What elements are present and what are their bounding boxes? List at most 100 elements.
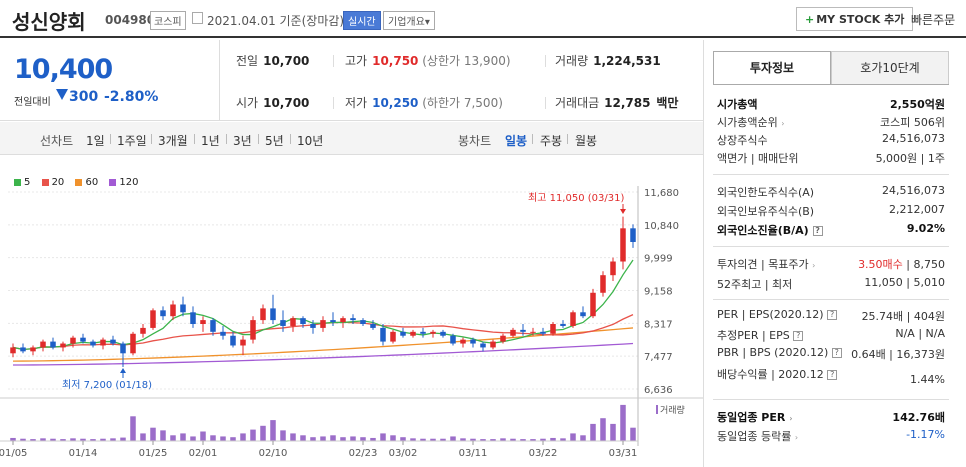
sector-per-row: 동일업종 PER › 142.76배 [717,409,945,427]
volume-bar [560,438,566,441]
volume-bar [210,435,216,441]
sector-per-label: 동일업종 PER [717,411,786,424]
period-3year[interactable]: 3년 [233,134,252,148]
low-annotation: 최저 7,200 (01/18) [62,379,152,391]
candle-body [330,320,336,323]
volume-bar [170,435,176,441]
period-3month[interactable]: 3개월 [158,134,188,148]
volume-label: 거래량 [555,54,589,68]
period-weekly[interactable]: 주봉 [540,134,563,148]
legend-ma120: 120 [119,177,139,188]
current-price: 10,400 [14,54,113,85]
volume-bar [500,438,506,441]
high-label: 고가 [345,54,368,68]
period-1day[interactable]: 1일 [86,134,105,148]
help-icon[interactable]: ? [827,310,838,320]
change-percent: -2.80% [104,89,159,105]
caret-right-icon[interactable]: › [812,261,816,270]
market-cap-value: 2,550억원 [889,98,945,111]
overview-label: 기업개요 [388,17,425,28]
help-icon[interactable]: ? [831,348,842,358]
pbr-row: PBR | BPS (2020.12) ? 0.64배 | 16,373원 [717,346,945,364]
divider [713,84,949,85]
candle-body [350,318,356,321]
candle-body [610,261,616,276]
period-5year[interactable]: 5년 [265,134,284,148]
rank-row: 시가총액순위 › 코스피 506위 [717,114,945,132]
dividend-value: 1.44% [910,373,945,386]
candle-body [280,320,286,326]
foreign-hold-value: 2,212,007 [889,203,945,216]
chart-legend: 5 20 60 120 [14,177,147,188]
volume-bar [50,438,56,441]
foreign-limit-row: 외국인한도주식수(A) 24,516,073 [717,184,945,202]
help-icon[interactable]: ? [793,331,804,341]
rank-label[interactable]: 시가총액순위 [717,116,778,129]
trade-amount: 거래대금 12,785 백만 [555,94,678,111]
stock-code: 004980 [105,13,156,27]
caret-right-icon[interactable]: › [789,414,793,423]
period-daily[interactable]: 일봉 [505,134,528,148]
period-1week[interactable]: 1주일 [117,134,147,148]
candle-body [440,331,446,336]
company-overview-dropdown[interactable]: 기업개요▾ [383,11,435,30]
candle-body [360,320,366,325]
period-monthly[interactable]: 월봉 [575,134,598,148]
foreign-ratio-label: 외국인소진율(B/A) [717,224,809,237]
quick-order-link[interactable]: 빠른주문 [911,13,956,27]
volume-bar [190,436,196,441]
volume-bar [250,429,256,441]
period-10year[interactable]: 10년 [297,134,324,148]
period-selector [0,122,703,155]
down-arrow-icon [56,89,68,100]
y-tick-label: 11,680 [644,188,679,199]
volume-bar [40,438,46,441]
y-tick-label: 10,840 [644,221,679,232]
foreign-ratio-row: 외국인소진율(B/A) ? 9.02% [717,222,945,240]
candle-body [260,308,266,321]
divider [290,134,291,144]
volume-bar [140,433,146,441]
volume-bar [460,438,466,441]
y-tick-label: 8,317 [644,319,673,330]
opinion-label: 투자의견 | 목표주가 [717,258,809,271]
candle-body [520,329,526,332]
candle-body [130,333,136,354]
candle-body [420,331,426,334]
period-1year[interactable]: 1년 [201,134,220,148]
help-icon[interactable]: ? [812,226,823,236]
help-icon[interactable]: ? [827,370,838,380]
high-value: 10,750 [372,54,419,68]
caret-right-icon[interactable]: › [794,433,799,442]
tab-order-book[interactable]: 호가10단계 [831,51,949,85]
candle-body [270,308,276,321]
volume-legend-mark [656,405,658,414]
investment-info-panel [703,40,966,467]
amount-value: 12,785 [604,96,651,110]
volume-bar [330,435,336,441]
tab-invest-info[interactable]: 투자정보 [713,51,831,85]
upper-limit: (상한가 13,900) [422,54,511,68]
volume-bar [320,436,326,441]
volume-bar [400,437,406,441]
candle-body [530,331,536,333]
volume-bar [580,435,586,441]
x-tick-label: 01/25 [139,448,168,459]
stock-header [0,0,966,38]
candle-body [340,318,346,323]
divider [219,40,220,121]
divider [151,134,152,144]
divider [532,134,533,144]
dividend-row: 배당수익률 | 2020.12 ? [717,366,945,384]
x-tick-label: 02/23 [349,448,378,459]
candle-body [50,341,56,348]
opinion-row: 투자의견 | 목표주가 › 3.50매수 | 8,750 [717,258,945,271]
volume-bar [270,420,276,441]
volume-bar [440,438,446,441]
add-mystock-button[interactable]: + MY STOCK 추가 [796,7,914,31]
realtime-button[interactable]: 실시간 [343,11,381,30]
volume-bar [490,439,496,441]
amount-label: 거래대금 [555,96,600,110]
par-row: 액면가 | 매매단위 5,000원 | 1주 [717,150,945,168]
volume-bar [530,439,536,441]
